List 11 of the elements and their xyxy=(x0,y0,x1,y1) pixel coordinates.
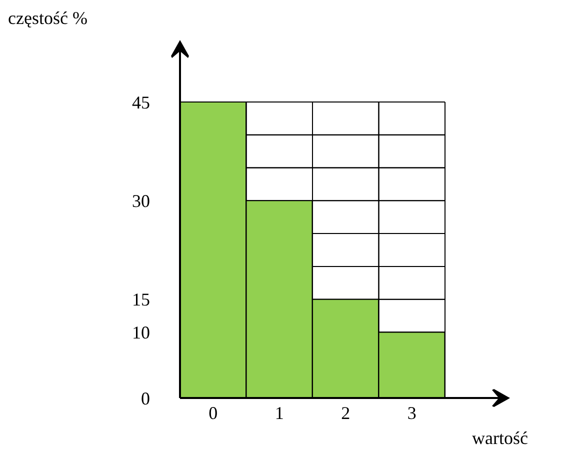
y-tick-label: 10 xyxy=(132,322,150,343)
y-tick-label: 30 xyxy=(132,191,150,212)
x-tick-label: 2 xyxy=(341,402,350,423)
x-tick-label: 3 xyxy=(407,402,416,423)
x-tick-label: 1 xyxy=(274,402,284,423)
y-tick-label: 45 xyxy=(132,92,150,112)
x-axis-title: wartość xyxy=(472,428,528,449)
y-tick-label: 15 xyxy=(132,290,150,310)
y-axis-title: częstość % xyxy=(8,8,88,29)
x-tick-label: 0 xyxy=(208,402,218,423)
y-tick-label: 0 xyxy=(141,388,150,408)
